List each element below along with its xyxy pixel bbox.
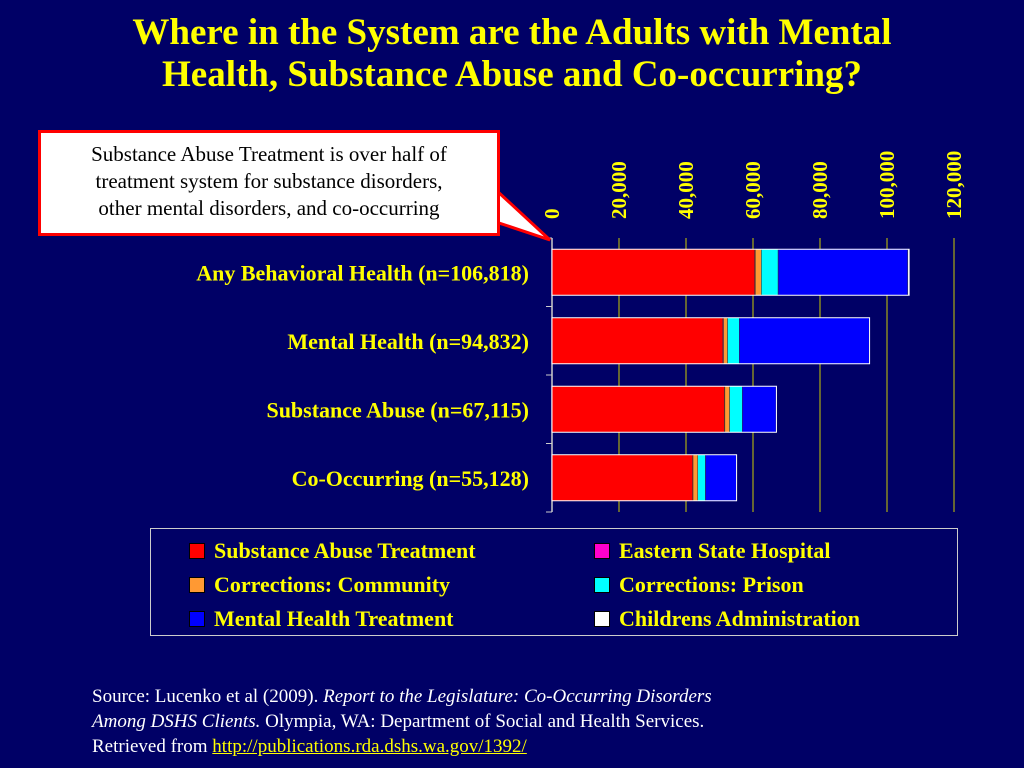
legend-label: Substance Abuse Treatment bbox=[214, 538, 476, 563]
source-publisher: Olympia, WA: Department of Social and He… bbox=[260, 711, 705, 732]
legend-label: Corrections: Community bbox=[214, 572, 451, 597]
bar-outline bbox=[551, 454, 738, 502]
bar-segment bbox=[551, 386, 725, 433]
source-line-1: Source: Lucenko et al (2009). Report to … bbox=[92, 684, 992, 709]
x-tick-label: 0 bbox=[540, 209, 564, 220]
bar-outline bbox=[551, 385, 777, 433]
legend-swatch bbox=[189, 577, 205, 593]
legend-item: Substance Abuse Treatment bbox=[189, 536, 476, 566]
legend-swatch bbox=[189, 611, 205, 627]
bar-segment bbox=[755, 249, 762, 296]
callout-line-2: treatment system for substance disorders… bbox=[95, 169, 443, 193]
bar-outline bbox=[551, 248, 910, 296]
bar-segment bbox=[761, 249, 779, 296]
source-url-link[interactable]: http://publications.rda.dshs.wa.gov/1392… bbox=[212, 736, 527, 757]
source-report-title-1: Report to the Legislature: Co-Occurring … bbox=[323, 686, 712, 707]
legend-item: Mental Health Treatment bbox=[189, 604, 454, 634]
category-label: Mental Health (n=94,832) bbox=[287, 329, 529, 354]
bar-segment bbox=[551, 317, 724, 364]
bar-segment bbox=[705, 454, 737, 501]
legend-swatch bbox=[594, 611, 610, 627]
source-citation: Source: Lucenko et al (2009). Report to … bbox=[92, 684, 992, 759]
bar-segment bbox=[723, 317, 728, 364]
bar-segment bbox=[777, 249, 909, 296]
category-label: Co-Occurring (n=55,128) bbox=[292, 466, 529, 491]
callout-line-1: Substance Abuse Treatment is over half o… bbox=[91, 142, 447, 166]
bar-segment bbox=[692, 454, 698, 501]
page-title: Where in the System are the Adults with … bbox=[0, 12, 1024, 96]
bar-segment bbox=[551, 454, 693, 501]
bar-segment bbox=[697, 454, 706, 501]
source-prefix: Source: Lucenko et al (2009). bbox=[92, 686, 324, 707]
legend-swatch bbox=[189, 543, 205, 559]
legend-label: Corrections: Prison bbox=[619, 572, 804, 597]
legend-swatch bbox=[594, 543, 610, 559]
callout-line-3: other mental disorders, and co-occurring bbox=[98, 196, 440, 220]
bar-segment bbox=[727, 317, 740, 364]
source-retrieved: Retrieved from bbox=[92, 736, 213, 757]
bar-segment bbox=[739, 317, 870, 364]
x-tick-label: 60,000 bbox=[741, 161, 765, 219]
legend-label: Mental Health Treatment bbox=[214, 606, 454, 631]
bar-segment bbox=[742, 386, 777, 433]
x-tick-label: 40,000 bbox=[674, 161, 698, 219]
legend-label: Childrens Administration bbox=[619, 606, 861, 631]
title-line-1: Where in the System are the Adults with … bbox=[132, 12, 892, 53]
legend-item: Corrections: Community bbox=[189, 570, 450, 600]
legend-item: Childrens Administration bbox=[594, 604, 860, 634]
source-report-title-2: Among DSHS Clients. bbox=[92, 711, 261, 732]
x-tick-label: 80,000 bbox=[808, 161, 832, 219]
legend-item: Eastern State Hospital bbox=[594, 536, 830, 566]
bar-segment bbox=[729, 386, 743, 433]
x-tick-label: 20,000 bbox=[607, 161, 631, 219]
callout-box: Substance Abuse Treatment is over half o… bbox=[38, 130, 500, 236]
legend-label: Eastern State Hospital bbox=[619, 538, 831, 563]
legend-item: Corrections: Prison bbox=[594, 570, 804, 600]
x-tick-label: 120,000 bbox=[942, 151, 966, 219]
category-label: Any Behavioral Health (n=106,818) bbox=[196, 260, 529, 285]
chart-legend: Substance Abuse Treatment Eastern State H… bbox=[150, 528, 958, 636]
bar-segment bbox=[724, 386, 730, 433]
x-tick-label: 100,000 bbox=[875, 151, 899, 219]
bar-outline bbox=[551, 317, 871, 365]
title-line-2: Health, Substance Abuse and Co-occurring… bbox=[162, 54, 862, 95]
bar-segment bbox=[551, 249, 755, 296]
legend-swatch bbox=[594, 577, 610, 593]
source-line-2: Among DSHS Clients. Olympia, WA: Departm… bbox=[92, 709, 992, 734]
category-label: Substance Abuse (n=67,115) bbox=[266, 397, 529, 422]
source-line-3: Retrieved from http://publications.rda.d… bbox=[92, 734, 992, 759]
